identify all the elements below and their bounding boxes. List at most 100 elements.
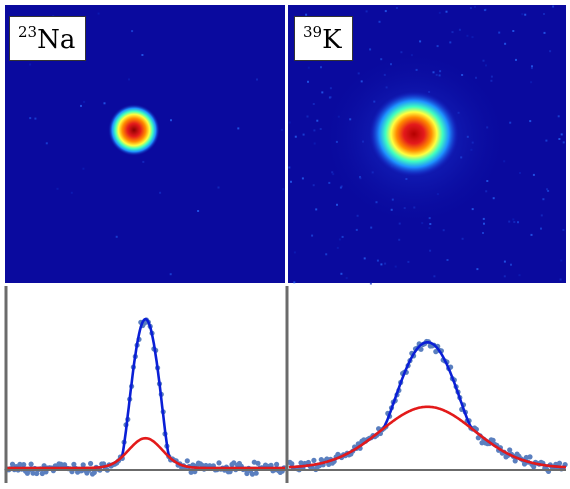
image-noise-pixel xyxy=(340,272,343,275)
image-noise-pixel xyxy=(355,228,358,231)
image-noise-pixel xyxy=(197,210,200,212)
image-noise-pixel xyxy=(29,117,32,120)
image-noise-pixel xyxy=(492,197,495,200)
image-noise-pixel xyxy=(378,20,381,23)
image-noise-pixel xyxy=(293,251,296,254)
image-noise-pixel xyxy=(80,104,82,107)
image-noise-pixel xyxy=(294,135,297,138)
image-noise-pixel xyxy=(83,100,86,103)
image-noise-pixel xyxy=(438,11,441,14)
image-noise-pixel xyxy=(509,121,512,124)
data-point xyxy=(34,470,40,477)
element-symbol-k: K xyxy=(322,25,342,55)
data-point xyxy=(80,462,86,468)
data-point xyxy=(17,461,23,467)
image-noise-pixel xyxy=(282,188,285,191)
image-noise-pixel xyxy=(325,253,328,256)
panel-label-k: 39K xyxy=(294,16,353,61)
image-noise-pixel xyxy=(115,235,118,238)
image-noise-pixel xyxy=(142,160,145,163)
image-noise-pixel xyxy=(302,133,305,136)
image-noise-pixel xyxy=(474,5,476,8)
image-noise-pixel xyxy=(316,119,319,122)
image-noise-pixel xyxy=(529,120,532,123)
plot-k xyxy=(287,338,568,474)
image-noise-pixel xyxy=(445,10,448,13)
data-point xyxy=(274,461,280,467)
image-noise-pixel xyxy=(504,42,507,45)
image-noise-pixel xyxy=(469,7,472,10)
image-noise-pixel xyxy=(313,142,316,145)
data-point xyxy=(91,469,97,476)
data-point xyxy=(216,460,222,466)
data-point xyxy=(71,461,77,467)
image-noise-pixel xyxy=(82,167,85,170)
image-noise-pixel xyxy=(336,246,339,249)
image-noise-pixel xyxy=(293,281,296,284)
image-noise-pixel xyxy=(482,217,485,220)
image-noise-pixel xyxy=(159,191,162,194)
image-noise-pixel xyxy=(56,187,59,190)
image-noise-pixel xyxy=(307,66,310,69)
image-noise-pixel xyxy=(306,115,309,118)
image-noise-pixel xyxy=(312,103,315,105)
image-noise-pixel xyxy=(170,119,172,122)
image-noise-pixel xyxy=(29,63,32,66)
isotope-mass-na: 23 xyxy=(18,23,38,41)
image-noise-pixel xyxy=(407,260,410,263)
image-noise-pixel xyxy=(103,102,106,105)
image-noise-pixel xyxy=(545,139,548,142)
image-noise-pixel xyxy=(436,45,439,48)
image-noise-pixel xyxy=(482,232,484,234)
data-point xyxy=(253,470,259,476)
image-noise-pixel xyxy=(483,222,485,225)
image-noise-pixel xyxy=(524,13,527,16)
image-noise-pixel xyxy=(543,31,546,34)
image-noise-pixel xyxy=(320,66,322,69)
image-noise-pixel xyxy=(370,226,373,229)
image-noise-pixel xyxy=(217,186,220,189)
image-noise-pixel xyxy=(546,188,548,191)
image-noise-pixel xyxy=(510,263,512,266)
image-noise-pixel xyxy=(384,262,387,265)
image-noise-pixel xyxy=(503,275,506,278)
data-point xyxy=(305,459,311,466)
data-point xyxy=(311,457,317,463)
image-noise-pixel xyxy=(562,228,565,231)
image-noise-pixel xyxy=(449,41,452,44)
image-noise-pixel xyxy=(301,177,304,180)
image-noise-pixel xyxy=(530,233,533,236)
image-noise-pixel xyxy=(515,58,517,61)
image-noise-pixel xyxy=(321,91,324,94)
image-noise-pixel xyxy=(517,221,519,224)
thermal-fit-line xyxy=(6,436,285,470)
image-noise-pixel xyxy=(365,10,368,13)
image-noise-pixel xyxy=(141,54,144,56)
plot-k-area xyxy=(288,286,566,483)
image-noise-pixel xyxy=(530,81,533,84)
image-noise-pixel xyxy=(498,31,501,34)
image-noise-pixel xyxy=(540,214,543,217)
image-noise-pixel xyxy=(329,87,332,90)
image-noise-pixel xyxy=(518,274,521,277)
image-noise-pixel xyxy=(338,238,341,241)
image-noise-pixel xyxy=(557,115,560,118)
image-noise-pixel xyxy=(384,10,387,13)
image-noise-pixel xyxy=(369,48,372,51)
image-noise-pixel xyxy=(336,203,338,206)
data-point xyxy=(255,460,261,466)
image-noise-pixel xyxy=(395,7,398,9)
image-noise-pixel xyxy=(549,50,552,53)
data-point xyxy=(30,470,36,476)
image-noise-pixel xyxy=(532,173,535,176)
image-noise-pixel xyxy=(398,238,401,241)
data-point xyxy=(556,460,563,466)
image-noise-pixel xyxy=(34,117,37,120)
image-noise-pixel xyxy=(521,13,524,16)
data-point xyxy=(490,437,496,443)
image-noise-pixel xyxy=(559,278,562,281)
image-noise-pixel xyxy=(558,138,561,140)
image-noise-pixel xyxy=(461,237,464,240)
isotope-mass-k: 39 xyxy=(303,23,323,41)
